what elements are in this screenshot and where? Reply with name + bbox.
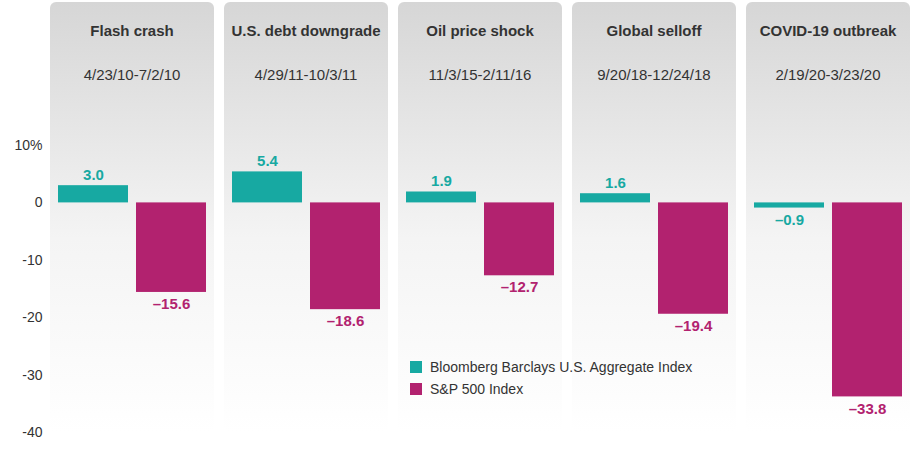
svg-text:–33.8: –33.8: [849, 400, 887, 417]
svg-text:9/20/18-12/24/18: 9/20/18-12/24/18: [597, 66, 710, 83]
svg-text:0: 0: [35, 194, 43, 210]
svg-text:-10: -10: [22, 252, 42, 268]
svg-text:11/3/15-2/11/16: 11/3/15-2/11/16: [429, 66, 532, 83]
svg-text:–18.6: –18.6: [327, 312, 365, 329]
svg-text:–0.9: –0.9: [775, 211, 804, 228]
svg-text:Oil price shock: Oil price shock: [426, 22, 534, 39]
svg-text:4/29/11-10/3/11: 4/29/11-10/3/11: [255, 66, 358, 83]
svg-text:4/23/10-7/2/10: 4/23/10-7/2/10: [84, 66, 181, 83]
svg-text:U.S. debt downgrade: U.S. debt downgrade: [231, 22, 380, 39]
svg-text:Global selloff: Global selloff: [606, 22, 702, 39]
html-text:S&P 500 Index: S&P 500 Index: [430, 381, 524, 397]
svg-text:10%: 10%: [14, 137, 42, 153]
svg-text:Flash crash: Flash crash: [90, 22, 173, 39]
svg-text:-30: -30: [22, 367, 42, 383]
svg-text:5.4: 5.4: [257, 152, 279, 169]
svg-text:–19.4: –19.4: [675, 317, 713, 334]
svg-text:–12.7: –12.7: [501, 278, 539, 295]
svg-text:2/19/20-3/23/20: 2/19/20-3/23/20: [775, 66, 880, 83]
svg-text:1.6: 1.6: [605, 174, 626, 191]
svg-text:-40: -40: [22, 424, 42, 440]
svg-text:COVID-19 outbreak: COVID-19 outbreak: [760, 22, 897, 39]
html-text:Bloomberg Barclays U.S. Aggreg: Bloomberg Barclays U.S. Aggregate Index: [430, 359, 693, 375]
svg-text:1.9: 1.9: [431, 172, 452, 189]
svg-text:-20: -20: [22, 309, 42, 325]
svg-text:–15.6: –15.6: [153, 295, 191, 312]
svg-text:3.0: 3.0: [83, 166, 104, 183]
